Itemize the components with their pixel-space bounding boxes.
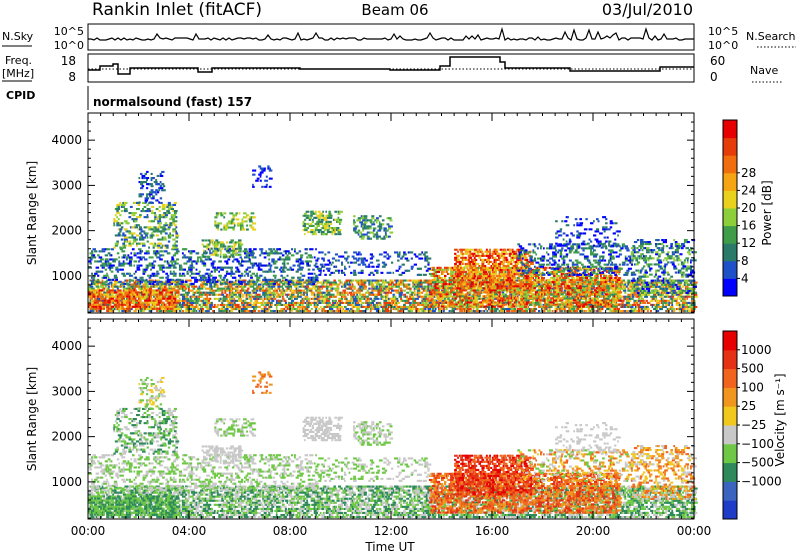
- cpid-value: normalsound (fast) 157: [93, 95, 252, 109]
- colorbar-swatch: [723, 172, 737, 191]
- y-tick-label: 3000: [51, 178, 82, 192]
- colorbar-swatch: [723, 120, 737, 139]
- colorbar-swatch: [723, 406, 737, 426]
- colorbar-tick-label: 1000: [741, 343, 772, 357]
- colorbar-swatch: [723, 190, 737, 209]
- colorbar-swatch: [723, 137, 737, 156]
- nsky-trace: [88, 26, 694, 41]
- nsky-panel: N.Sky 10^5 10^0 10^5 10^0 N.Search: [2, 23, 796, 52]
- x-tick-label: 16:00: [475, 524, 510, 538]
- freq-unit: [MHz]: [2, 67, 34, 80]
- colorbar-tick-label: −100: [741, 437, 774, 451]
- y-tick-label: 4000: [51, 339, 82, 353]
- nave-tick-top: 60: [710, 54, 725, 68]
- x-tick-label: 00:00: [677, 524, 712, 538]
- colorbar-swatch: [723, 331, 737, 351]
- power-colorbar-label: Power [dB]: [760, 180, 774, 245]
- freq-tick-top: 18: [61, 54, 76, 68]
- power-panel: 1000 2000 3000 4000 Slant Range [km] 4 8 12 16…: [25, 112, 774, 314]
- x-tick-label: 20:00: [576, 524, 611, 538]
- colorbar-tick-label: −1000: [741, 474, 782, 488]
- colorbar-tick-label: 16: [741, 219, 756, 233]
- date-title: 03/Jul/2010: [602, 0, 693, 19]
- y-tick-label: 2000: [51, 224, 82, 238]
- y-tick-label: 1000: [51, 269, 82, 283]
- colorbar-swatch: [723, 462, 737, 482]
- freq-tick-bottom: 8: [68, 70, 76, 84]
- velocity-colorbar: 1000 500 100 25 −25 −100 −500 −1000: [722, 330, 782, 520]
- x-tick-label: 12:00: [374, 524, 409, 538]
- station-title: Rankin Inlet (fitACF): [92, 0, 262, 20]
- y-tick-label: 2000: [51, 430, 82, 444]
- colorbar-tick-label: 12: [741, 236, 756, 250]
- colorbar-swatch: [723, 155, 737, 174]
- colorbar-swatch: [723, 349, 737, 370]
- colorbar-tick-label: 28: [741, 166, 756, 180]
- cpid-panel: CPID normalsound (fast) 157: [6, 86, 252, 110]
- colorbar-tick-label: 25: [741, 399, 756, 413]
- beam-title: Beam 06: [361, 1, 428, 19]
- colorbar-swatch: [723, 243, 737, 262]
- nsearch-tick-bottom: 10^0: [708, 39, 738, 52]
- colorbar-swatch: [723, 278, 737, 297]
- colorbar-tick-label: 100: [741, 380, 764, 394]
- colorbar-tick-label: 8: [741, 254, 749, 268]
- colorbar-swatch: [723, 208, 737, 227]
- colorbar-swatch: [723, 500, 737, 520]
- colorbar-swatch: [723, 368, 737, 388]
- colorbar-swatch: [723, 425, 737, 445]
- y-tick-label: 3000: [51, 384, 82, 398]
- colorbar-tick-label: 4: [741, 271, 749, 285]
- freq-label: Freq.: [5, 54, 32, 67]
- colorbar-swatch: [723, 443, 737, 464]
- freq-trace: [88, 56, 694, 75]
- colorbar-tick-label: 24: [741, 183, 756, 197]
- cpid-label: CPID: [6, 89, 35, 102]
- y-tick-label: 4000: [51, 133, 82, 147]
- x-axis-label: Time UT: [364, 540, 415, 554]
- nsky-tick-bottom: 10^0: [54, 39, 84, 52]
- nsky-label: N.Sky: [2, 30, 34, 43]
- velocity-panel: 1000 2000 3000 4000 00:00 04:00 08:00 12:00 16:0…: [25, 318, 787, 538]
- x-tick-label: 00:00: [71, 524, 106, 538]
- velocity-ylabel: Slant Range [km]: [25, 367, 39, 471]
- colorbar-tick-label: −500: [741, 456, 774, 470]
- freq-panel: Freq. [MHz] 18 8 60 0 Nave: [2, 53, 782, 84]
- colorbar-swatch: [723, 225, 737, 244]
- colorbar-tick-label: 500: [741, 362, 764, 376]
- colorbar-swatch: [723, 260, 737, 279]
- x-tick-label: 08:00: [273, 524, 308, 538]
- nsearch-tick-top: 10^5: [708, 25, 738, 38]
- x-tick-label: 04:00: [172, 524, 207, 538]
- power-colorbar: 4 8 12 16 20 24 28: [722, 119, 756, 297]
- velocity-colorbar-label: Velocity [m s⁻¹]: [773, 373, 787, 466]
- colorbar-tick-label: −25: [741, 418, 766, 432]
- power-ylabel: Slant Range [km]: [25, 161, 39, 265]
- nave-tick-bottom: 0: [710, 70, 718, 84]
- velocity-heatmap-cells: [88, 371, 698, 519]
- y-tick-label: 1000: [51, 475, 82, 489]
- nsky-tick-top: 10^5: [54, 25, 84, 38]
- colorbar-tick-label: 20: [741, 201, 756, 215]
- colorbar-swatch: [723, 387, 737, 407]
- power-heatmap-cells: [88, 165, 698, 313]
- nsearch-label: N.Search: [746, 30, 796, 43]
- colorbar-swatch: [723, 481, 737, 501]
- nave-label: Nave: [750, 64, 778, 77]
